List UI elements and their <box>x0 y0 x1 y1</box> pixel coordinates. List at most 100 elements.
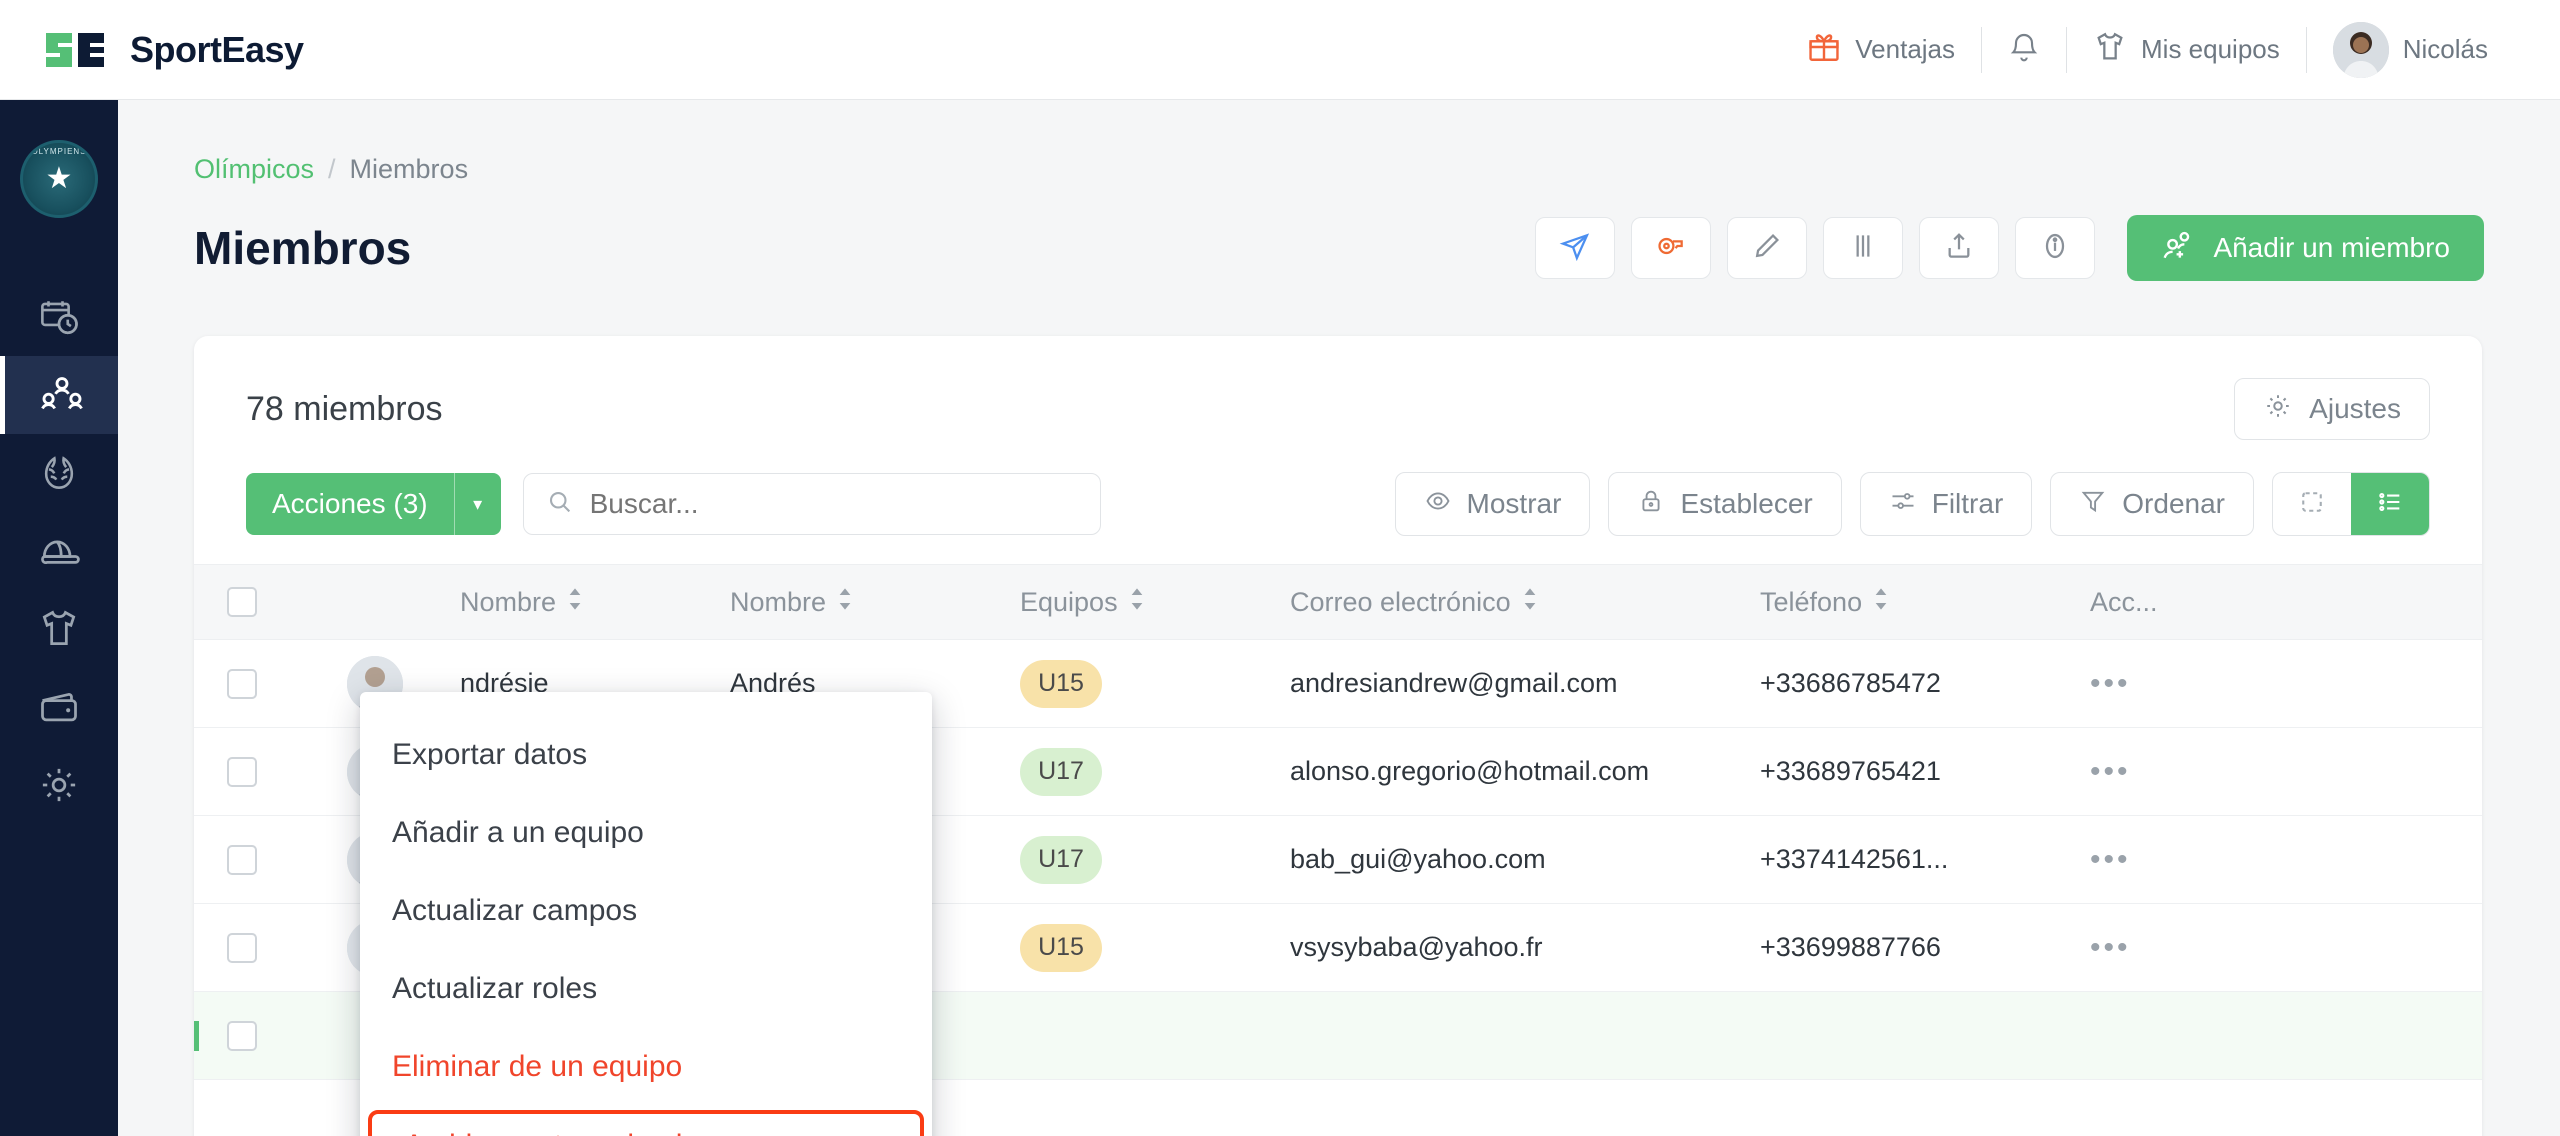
add-member-button[interactable]: Añadir un miembro <box>2127 215 2484 281</box>
sidebar-item-settings[interactable] <box>0 746 118 824</box>
sidebar: OLYMPIENS ★ <box>0 100 118 1136</box>
menu-archive-members[interactable]: Archivar estos miembros <box>368 1110 924 1136</box>
cell-phone: +33686785472 <box>1760 668 1941 698</box>
show-button[interactable]: Mostrar <box>1394 472 1591 536</box>
sidebar-item-kit[interactable] <box>0 590 118 668</box>
sidebar-item-calendar[interactable] <box>0 278 118 356</box>
breadcrumb-current: Miembros <box>349 154 469 184</box>
page-header-actions: Añadir un miembro <box>1535 215 2484 281</box>
send-message-button[interactable] <box>1535 217 1616 279</box>
column-header-email[interactable]: Correo electrónico <box>1290 587 1760 618</box>
column-header-first-name[interactable]: Nombre <box>730 587 1020 618</box>
settings-button[interactable]: Ajustes <box>2234 378 2430 440</box>
wallet-icon <box>37 685 81 729</box>
olympiens-team-logo[interactable]: OLYMPIENS ★ <box>20 140 98 218</box>
user-name: Nicolás <box>2402 34 2488 64</box>
cell-actions[interactable]: ••• <box>2090 755 2240 789</box>
edit-button[interactable] <box>1727 217 1808 279</box>
table-header-row: Nombre Nombre <box>194 564 2482 640</box>
row-select-cell[interactable] <box>194 932 290 963</box>
table-row[interactable]: lonso Gregorio U17 alonso.gregorio@hotma… <box>194 728 2482 816</box>
menu-update-roles[interactable]: Actualizar roles <box>392 972 598 1005</box>
row-actions-menu-icon[interactable]: ••• <box>2090 842 2131 876</box>
user-menu[interactable]: Nicolás <box>2307 21 2514 78</box>
divider <box>453 473 455 535</box>
sidebar-item-members[interactable] <box>0 356 118 434</box>
select-all-cell[interactable] <box>194 587 290 617</box>
sort-label: Ordenar <box>2122 488 2225 519</box>
divider <box>2066 26 2068 73</box>
sliders-icon <box>1889 487 1917 522</box>
calendar-clock-icon <box>38 296 80 338</box>
cell-actions[interactable]: ••• <box>2090 931 2240 965</box>
row-checkbox[interactable] <box>227 932 257 963</box>
sidebar-item-cap[interactable] <box>0 512 118 590</box>
breadcrumb: Olímpicos / Miembros <box>194 154 2560 185</box>
menu-add-to-team[interactable]: Añadir a un equipo <box>392 816 644 849</box>
table-toolbar: Acciones (3) ▾ <box>194 440 2482 536</box>
top-navigation-bar: SportEasy Ventajas <box>0 0 2560 100</box>
menu-update-fields[interactable]: Actualizar campos <box>392 894 638 927</box>
list-view-button[interactable] <box>2351 473 2429 535</box>
jersey-icon <box>2093 30 2127 69</box>
row-actions-menu-icon[interactable]: ••• <box>2090 930 2131 964</box>
row-select-cell[interactable] <box>194 844 290 875</box>
set-button[interactable]: Establecer <box>1608 472 1842 536</box>
cell-email: andresiandrew@gmail.com <box>1290 668 1618 698</box>
divider <box>1981 26 1983 73</box>
menu-export-data[interactable]: Exportar datos <box>392 738 588 771</box>
search-box[interactable] <box>522 473 1101 535</box>
row-actions-menu-icon[interactable]: ••• <box>2090 754 2131 788</box>
sort-button[interactable]: Ordenar <box>2050 472 2254 536</box>
divider <box>2305 26 2307 73</box>
columns-button[interactable] <box>1823 217 1904 279</box>
column-header-phone[interactable]: Teléfono <box>1760 587 2090 618</box>
select-all-checkbox[interactable] <box>227 587 257 617</box>
menu-remove-from-team[interactable]: Eliminar de un equipo <box>392 1050 683 1083</box>
search-input[interactable] <box>589 488 1078 520</box>
sidebar-item-results[interactable] <box>0 434 118 512</box>
brand-logo[interactable]: SportEasy <box>44 27 304 73</box>
actions-dropdown-button[interactable]: Acciones (3) ▾ <box>246 473 501 535</box>
row-checkbox[interactable] <box>227 844 257 875</box>
pencil-icon <box>1751 230 1783 267</box>
advantages-label: Ventajas <box>1855 34 1956 64</box>
column-header-last-name[interactable]: Nombre <box>460 587 730 618</box>
advantages-menu-item[interactable]: Ventajas <box>1781 27 1981 73</box>
filter-button[interactable]: Filtrar <box>1859 472 2033 536</box>
notifications-button[interactable] <box>1982 27 2066 73</box>
gear-icon <box>37 763 81 807</box>
export-button[interactable] <box>1919 217 2000 279</box>
set-label: Establecer <box>1680 488 1813 519</box>
row-checkbox[interactable] <box>227 668 257 699</box>
cell-email: vsysybaba@yahoo.fr <box>1290 932 1543 962</box>
team-badge: U15 <box>1020 923 1102 972</box>
sidebar-item-wallet[interactable] <box>0 668 118 746</box>
chevron-down-icon[interactable]: ▾ <box>473 493 483 514</box>
my-teams-menu-item[interactable]: Mis equipos <box>2067 27 2306 73</box>
column-label: Nombre <box>730 586 827 617</box>
cell-phone: +33699887766 <box>1760 932 1941 962</box>
whistle-button[interactable] <box>1631 217 1712 279</box>
star-icon: ★ <box>45 162 73 195</box>
paper-plane-icon <box>1559 230 1591 267</box>
breadcrumb-team-link[interactable]: Olímpicos <box>194 154 315 184</box>
cell-actions[interactable]: ••• <box>2090 667 2240 701</box>
row-checkbox[interactable] <box>227 756 257 787</box>
column-header-teams[interactable]: Equipos <box>1020 587 1290 618</box>
cell-email: alonso.gregorio@hotmail.com <box>1290 756 1650 786</box>
team-badge: U17 <box>1020 835 1102 884</box>
row-actions-menu-icon[interactable]: ••• <box>2090 666 2131 700</box>
info-icon <box>2039 230 2071 267</box>
cap-icon <box>37 529 81 573</box>
team-badge: U15 <box>1020 659 1102 708</box>
actions-label: Acciones (3) <box>272 488 428 519</box>
info-button[interactable] <box>2015 217 2096 279</box>
row-select-cell[interactable] <box>194 756 290 787</box>
row-select-cell[interactable] <box>194 668 290 699</box>
cell-actions[interactable]: ••• <box>2090 843 2240 877</box>
card-view-button[interactable] <box>2273 473 2351 535</box>
cell-phone: +33689765421 <box>1760 756 1941 786</box>
row-select-cell[interactable] <box>194 1020 290 1051</box>
row-checkbox[interactable] <box>227 1020 257 1051</box>
